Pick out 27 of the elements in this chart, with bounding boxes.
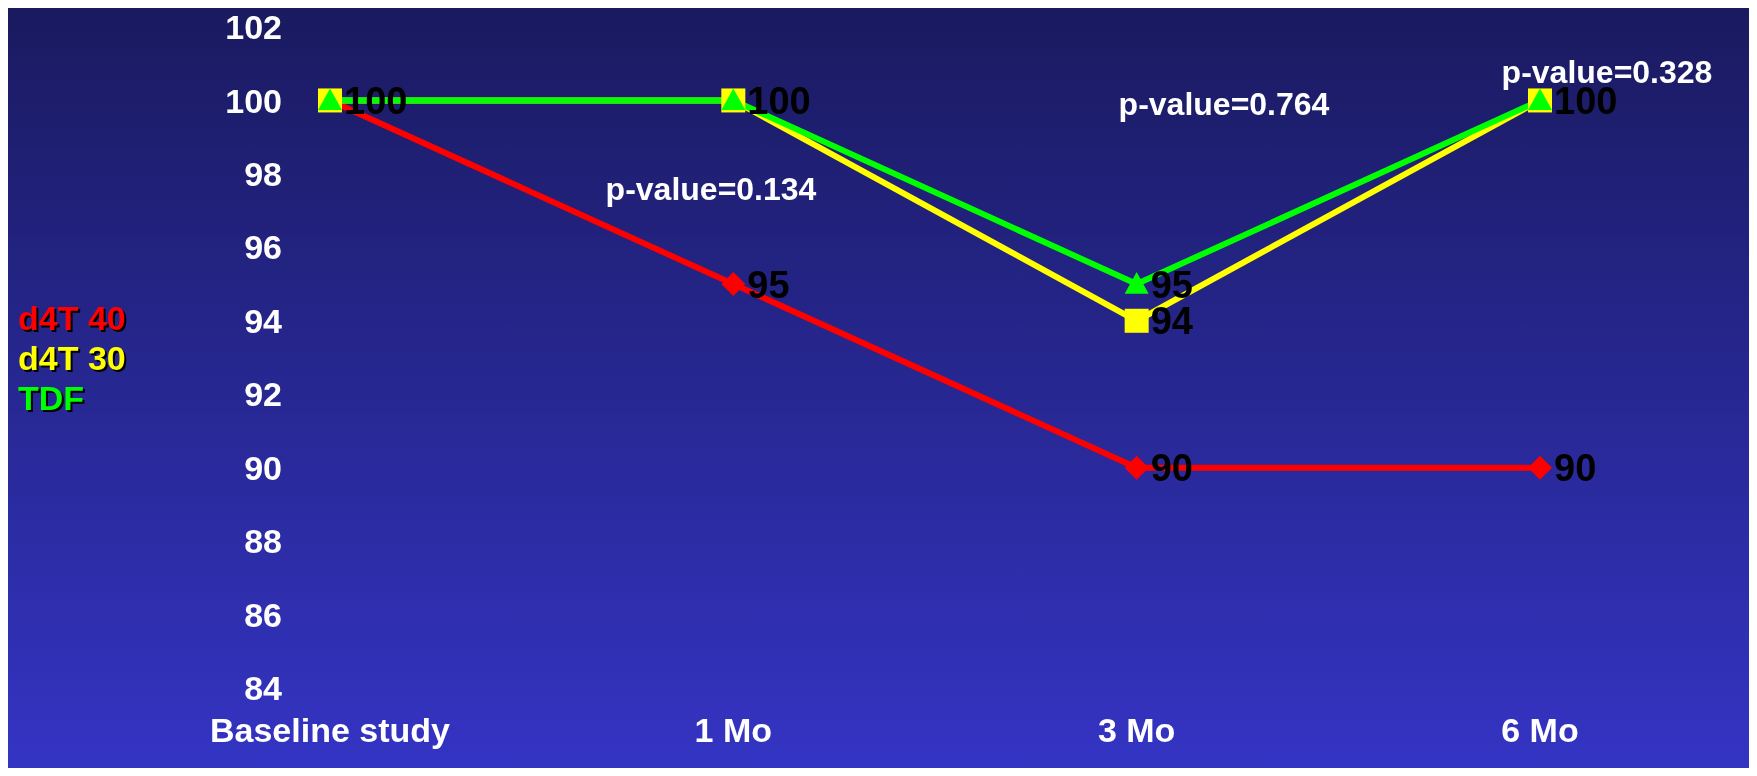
data-label: 95 <box>747 263 790 306</box>
y-tick-label: 92 <box>244 375 282 414</box>
x-tick-label: Baseline study <box>210 711 451 750</box>
point <box>1124 308 1149 333</box>
x-tick-label: 6 Mo <box>1501 711 1579 750</box>
y-tick-label: 84 <box>244 669 283 708</box>
text: TDF <box>18 378 86 418</box>
y-tick-label: 102 <box>225 8 282 47</box>
point <box>721 272 746 297</box>
text: d4T 40 <box>18 298 126 338</box>
text: d4T 30 <box>18 338 126 378</box>
y-tick-label: 88 <box>244 522 282 561</box>
data-label: 100 <box>747 79 811 122</box>
y-tick-label: 94 <box>244 301 283 340</box>
y-tick-label: 98 <box>244 154 282 193</box>
y-tick-label: 96 <box>244 228 282 267</box>
y-tick-label: 86 <box>244 595 282 634</box>
data-label: 90 <box>1554 447 1597 490</box>
y-tick-label: 100 <box>225 81 282 120</box>
annotation: p-value=0.764 <box>1118 85 1330 123</box>
point <box>1124 455 1149 480</box>
x-tick-label: 1 Mo <box>694 711 773 750</box>
y-tick-label: 90 <box>244 448 282 487</box>
annotation: p-value=0.134 <box>605 170 817 208</box>
point <box>1124 272 1149 294</box>
point <box>1528 455 1552 480</box>
x-tick-label: 3 Mo <box>1097 711 1176 750</box>
